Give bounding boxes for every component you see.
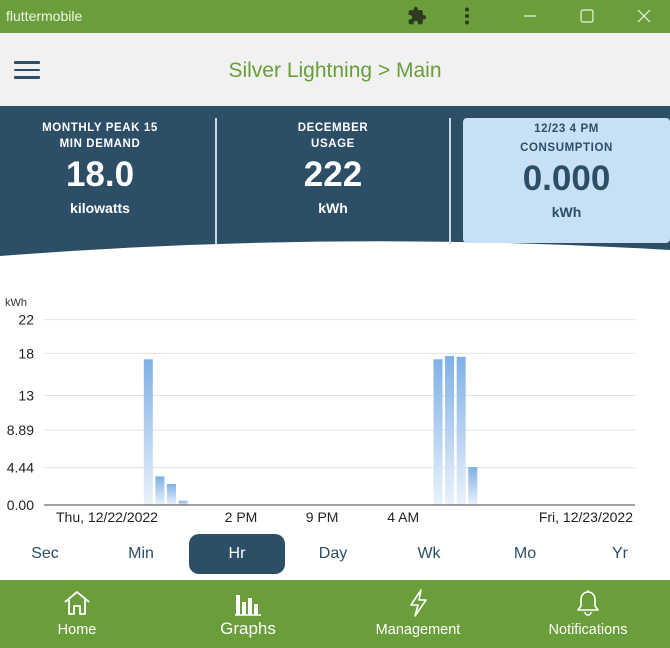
- chart-bar: [433, 359, 443, 505]
- nav-graphs[interactable]: Graphs: [163, 580, 333, 648]
- y-axis-label: kWh: [5, 297, 27, 309]
- range-tab-sec[interactable]: Sec: [31, 545, 59, 562]
- usage-chart: kWh 0.00 4.44 8.89 13 18 22 Thu, 12/22/2022 2 PM…: [0, 290, 670, 530]
- chart-bar: [468, 467, 478, 505]
- y-tick-label: 0.00: [7, 497, 34, 513]
- time-range-selector: Sec Min Hr Day Wk Mo Yr: [0, 534, 670, 574]
- bell-icon: [575, 589, 601, 617]
- stats-header: MONTHLY PEAK 15 MIN DEMAND 18.0 kilowatt…: [0, 106, 670, 271]
- usage-bar-chart: kWh 0.00 4.44 8.89 13 18 22 Thu, 12/22/2022 2 PM…: [5, 297, 635, 525]
- y-tick-label: 18: [18, 345, 34, 361]
- extension-puzzle-icon[interactable]: [405, 5, 429, 27]
- chart-bar: [166, 483, 176, 505]
- stat-hour-consumption[interactable]: 12/23 4 PM CONSUMPTION 0.000 kWh: [463, 118, 670, 243]
- stat-unit: kWh: [318, 200, 348, 216]
- range-tab-hr[interactable]: Hr: [189, 534, 285, 574]
- stat-divider: [215, 118, 217, 244]
- y-tick-label: 4.44: [7, 460, 34, 476]
- x-tick-label: Fri, 12/23/2022: [539, 509, 633, 525]
- nav-notifications[interactable]: Notifications: [503, 580, 670, 648]
- nav-label: Graphs: [220, 619, 276, 638]
- more-vertical-icon[interactable]: [455, 5, 479, 27]
- lightning-icon: [406, 589, 430, 617]
- x-tick-label: 2 PM: [225, 509, 258, 525]
- nav-home[interactable]: Home: [0, 580, 162, 648]
- window-title: fluttermobile: [6, 8, 83, 24]
- y-tick-label: 13: [18, 387, 34, 403]
- stat-monthly-peak-demand[interactable]: MONTHLY PEAK 15 MIN DEMAND 18.0 kilowatt…: [0, 120, 200, 216]
- stat-value: 18.0: [65, 155, 135, 194]
- hamburger-menu-icon[interactable]: [14, 61, 40, 79]
- maximize-icon[interactable]: [575, 5, 599, 27]
- nav-label: Notifications: [548, 622, 628, 638]
- stat-december-usage[interactable]: DECEMBER USAGE 222 kWh: [233, 120, 433, 216]
- range-tab-mo[interactable]: Mo: [513, 545, 537, 562]
- y-tick-label: 8.89: [7, 422, 34, 438]
- stat-unit: kilowatts: [70, 200, 130, 216]
- y-tick-label: 22: [18, 312, 34, 328]
- chart-bar: [143, 359, 153, 505]
- stat-label: USAGE: [311, 138, 355, 150]
- stat-label: CONSUMPTION: [520, 142, 613, 154]
- chart-bar: [445, 355, 455, 505]
- bar-chart-icon: [233, 589, 263, 617]
- stat-unit: kWh: [551, 204, 582, 220]
- range-tab-min[interactable]: Min: [128, 545, 154, 562]
- stat-label: MIN DEMAND: [59, 138, 141, 150]
- chart-bar: [456, 356, 466, 505]
- chart-bar: [178, 500, 188, 505]
- x-tick-label: Thu, 12/22/2022: [56, 509, 158, 525]
- nav-label: Home: [57, 622, 97, 638]
- x-tick-label: 9 PM: [306, 509, 339, 525]
- close-icon[interactable]: [632, 5, 656, 27]
- stat-label: DECEMBER: [297, 122, 369, 134]
- stat-value: 222: [303, 155, 363, 194]
- app-bar: Silver Lightning > Main: [0, 33, 670, 106]
- stat-value: 0.000: [522, 159, 611, 198]
- window-titlebar: fluttermobile: [0, 0, 670, 33]
- x-tick-label: 4 AM: [387, 509, 419, 525]
- page-title: Silver Lightning > Main: [228, 59, 442, 82]
- minimize-icon[interactable]: [518, 5, 542, 27]
- stat-divider: [449, 118, 451, 244]
- range-tab-yr[interactable]: Yr: [612, 545, 628, 562]
- range-tab-wk[interactable]: Wk: [417, 545, 441, 562]
- home-icon: [62, 589, 92, 617]
- nav-label: Management: [375, 622, 461, 638]
- nav-management[interactable]: Management: [333, 580, 503, 648]
- bottom-navigation: Home Graphs Management Notifications: [0, 580, 670, 648]
- stat-label: 12/23 4 PM: [534, 123, 599, 135]
- stat-label: MONTHLY PEAK 15: [42, 122, 158, 134]
- range-tab-day[interactable]: Day: [318, 545, 348, 562]
- chart-bar: [155, 476, 165, 505]
